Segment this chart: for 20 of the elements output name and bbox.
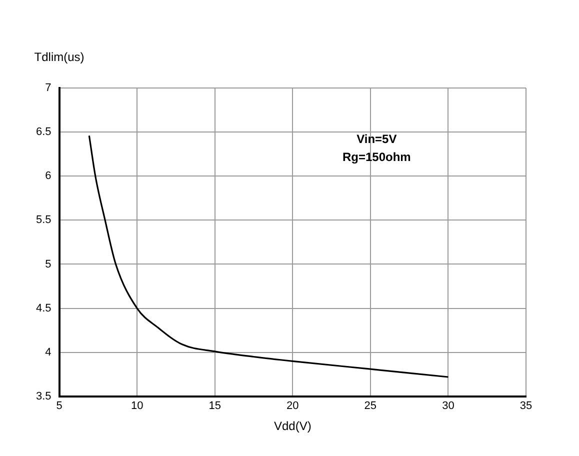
x-tick-label: 15 <box>208 400 221 412</box>
x-tick-label: 30 <box>442 400 454 412</box>
x-tick-label: 20 <box>286 400 299 412</box>
y-tick-label: 5 <box>45 258 52 270</box>
x-tick-label: 5 <box>56 400 62 412</box>
x-tick-label: 35 <box>520 400 532 412</box>
y-tick-label: 7 <box>45 82 52 94</box>
y-tick-label: 5.5 <box>36 214 52 226</box>
x-tick-label: 10 <box>130 400 144 412</box>
x-axis-title: Vdd(V) <box>274 419 312 434</box>
annotation: Rg=150ohm <box>342 150 411 164</box>
y-axis-title: Tdlim(us) <box>34 50 84 64</box>
y-tick-label: 3.5 <box>36 390 52 402</box>
y-tick-label: 6 <box>45 170 52 182</box>
y-tick-label: 4.5 <box>36 302 52 314</box>
y-tick-label: 4 <box>45 346 52 358</box>
x-tick-label: 25 <box>364 400 377 412</box>
annotation: Vin=5V <box>356 132 397 146</box>
y-tick-label: 6.5 <box>36 126 52 138</box>
line-series <box>88 134 450 378</box>
